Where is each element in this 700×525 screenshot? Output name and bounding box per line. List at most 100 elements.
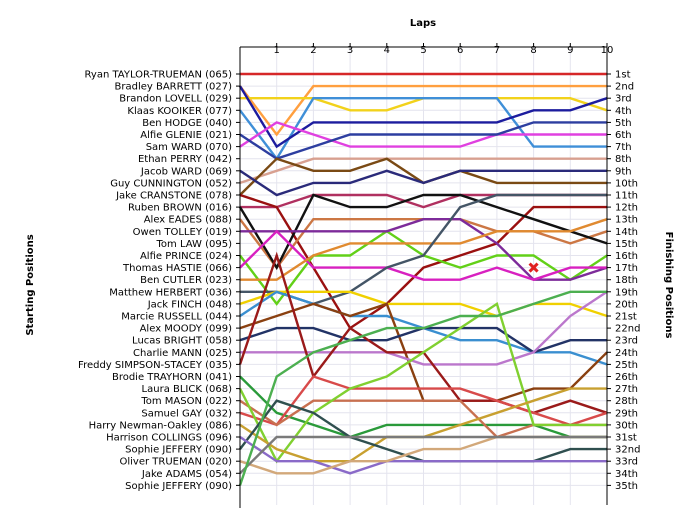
starting-position-label: Ben HODGE (040) (142, 118, 232, 129)
starting-position-label: Brandon LOVELL (029) (119, 94, 232, 105)
starting-position-label: Freddy SIMPSON-STACEY (035) (78, 360, 232, 371)
finishing-position-label: 31st (615, 433, 637, 444)
lap-tick-label: 10 (601, 45, 614, 56)
finishing-position-label: 16th (615, 251, 638, 262)
finishing-position-label: 11th (615, 191, 638, 202)
lap-tick-label: 1 (274, 45, 280, 56)
retired-marker-icon (528, 262, 539, 273)
starting-position-label: Owen TOLLEY (019) (133, 227, 232, 238)
finishing-position-label: 32nd (615, 445, 640, 456)
starting-position-label: Harrison COLLINGS (096) (106, 433, 232, 444)
series-line-35 (238, 290, 607, 486)
series-line-7 (239, 121, 607, 161)
starting-position-label: Ryan TAYLOR-TRUEMAN (065) (85, 70, 233, 81)
series-lines (238, 72, 608, 486)
series-line-4 (239, 96, 607, 161)
starting-position-label: Alfie GLENIE (021) (140, 130, 232, 141)
finishing-position-label: 3rd (615, 94, 632, 105)
finishing-position-label: 34th (615, 469, 638, 480)
finishing-position-label: 27th (615, 384, 638, 395)
starting-position-label: Ruben BROWN (016) (128, 203, 232, 214)
series-line-6 (239, 121, 607, 148)
finishing-position-label: 2nd (615, 82, 634, 93)
finishing-position-label: 8th (615, 154, 632, 165)
finishing-position-label: 29th (615, 408, 638, 419)
finishing-position-label: 10th (615, 178, 638, 189)
series-line-26 (239, 375, 607, 439)
series-line-17 (239, 229, 607, 281)
finishing-position-label: 28th (615, 396, 638, 407)
starting-position-label: Alfie PRINCE (024) (140, 251, 232, 262)
series-line-27 (239, 375, 608, 427)
finishing-position-label: 23rd (615, 336, 638, 347)
starting-position-label: Jake CRANSTONE (078) (115, 191, 232, 202)
finishing-position-label: 13th (615, 215, 638, 226)
series-line-29 (238, 302, 607, 464)
series-line-12 (239, 193, 607, 330)
series-line-14 (238, 193, 608, 271)
finishing-position-label: 1st (615, 70, 631, 81)
starting-position-label: Charlie MANN (025) (133, 348, 232, 359)
starting-position-label: Marcie RUSSELL (044) (121, 312, 232, 323)
series-line-24 (240, 290, 608, 366)
y-axis-title-left: Starting Positions (25, 234, 36, 335)
lap-tick-label: 5 (420, 45, 426, 56)
starting-position-label: Klaas KOOIKER (077) (127, 106, 232, 117)
starting-position-label: Ethan PERRY (042) (138, 154, 232, 165)
series-line-8 (239, 157, 607, 185)
finishing-position-label: 24th (615, 348, 638, 359)
starting-position-label: Guy CUNNINGTON (052) (110, 178, 232, 189)
finishing-position-label: 12th (615, 203, 638, 214)
lap-tick-label: 9 (567, 45, 573, 56)
finishing-position-label: 14th (615, 227, 638, 238)
finishing-position-label: 20th (615, 299, 638, 310)
finishing-position-label: 7th (615, 142, 632, 153)
finishing-position-label: 17th (615, 263, 638, 274)
finishing-position-labels: 1st2nd3rd4th5th6th7th8th9th10th11th12th1… (607, 70, 640, 492)
series-line-2 (239, 84, 607, 137)
finishing-position-label: 26th (615, 372, 638, 383)
finishing-position-label: 30th (615, 420, 638, 431)
series-line-20 (239, 290, 608, 318)
starting-position-label: Jacob WARD (069) (140, 166, 232, 177)
starting-position-label: Alex EADES (088) (144, 215, 232, 226)
lap-tick-labels: 1 2 3 4 5 6 7 8 9 10 (274, 43, 614, 56)
starting-position-label: Sophie JEFFERY (090) (125, 481, 232, 492)
lap-tick-label: 8 (530, 45, 536, 56)
starting-position-label: Ben CUTLER (023) (140, 275, 232, 286)
lap-tick-label: 4 (384, 45, 390, 56)
starting-position-label: Alex MOODY (099) (140, 324, 232, 335)
finishing-position-label: 22nd (615, 324, 640, 335)
starting-position-label: Oliver TRUEMAN (020) (120, 457, 233, 468)
starting-position-label: Tom MASON (022) (140, 396, 232, 407)
series-line-16 (240, 217, 608, 281)
finishing-position-label: 21st (615, 312, 637, 323)
series-line-34 (239, 435, 607, 475)
lap-tick-label: 2 (310, 45, 316, 56)
starting-position-label: Harry Newman-Oakley (086) (89, 420, 233, 431)
x-axis-title: Laps (410, 18, 436, 29)
finishing-position-label: 19th (615, 287, 638, 298)
lap-tick-label: 7 (494, 45, 500, 56)
starting-position-label: Samuel GAY (032) (141, 408, 232, 419)
finishing-position-label: 15th (615, 239, 638, 250)
finishing-position-label: 6th (615, 130, 632, 141)
starting-grid-labels: Ryan TAYLOR-TRUEMAN (065)Bradley BARRETT… (78, 70, 240, 492)
finishing-position-label: 35th (615, 481, 638, 492)
starting-position-label: Brodie TRAYHORN (041) (112, 372, 232, 383)
starting-position-label: Thomas HASTIE (066) (122, 263, 232, 274)
starting-position-label: Lucas BRIGHT (058) (132, 336, 232, 347)
starting-position-label: Laura BLICK (068) (142, 384, 233, 395)
series-line-10 (239, 169, 607, 197)
finishing-position-label: 18th (615, 275, 638, 286)
starting-position-label: Jake ADAMS (054) (141, 469, 232, 480)
finishing-position-label: 5th (615, 118, 632, 129)
finishing-position-label: 33rd (615, 457, 638, 468)
starting-position-label: Matthew HERBERT (036) (109, 287, 232, 298)
y-axis-title-right: Finishing Positions (663, 232, 674, 339)
finishing-position-label: 9th (615, 166, 632, 177)
finishing-position-label: 25th (615, 360, 638, 371)
series-line-18 (240, 218, 608, 281)
starting-position-label: Sophie JEFFERY (090) (125, 445, 232, 456)
